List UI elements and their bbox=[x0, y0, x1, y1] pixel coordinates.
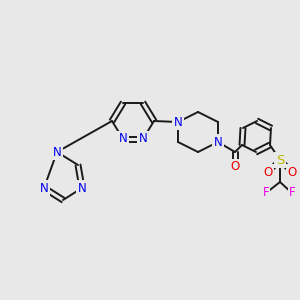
Text: N: N bbox=[118, 133, 127, 146]
Text: N: N bbox=[40, 182, 48, 194]
Text: N: N bbox=[139, 133, 147, 146]
Text: O: O bbox=[287, 166, 297, 178]
Text: O: O bbox=[263, 166, 273, 178]
Text: S: S bbox=[276, 154, 284, 166]
Text: N: N bbox=[174, 116, 182, 128]
Text: F: F bbox=[289, 187, 295, 200]
Text: O: O bbox=[230, 160, 240, 173]
Text: N: N bbox=[214, 136, 222, 148]
Text: F: F bbox=[263, 187, 269, 200]
Text: N: N bbox=[78, 182, 86, 194]
Text: N: N bbox=[52, 146, 62, 158]
